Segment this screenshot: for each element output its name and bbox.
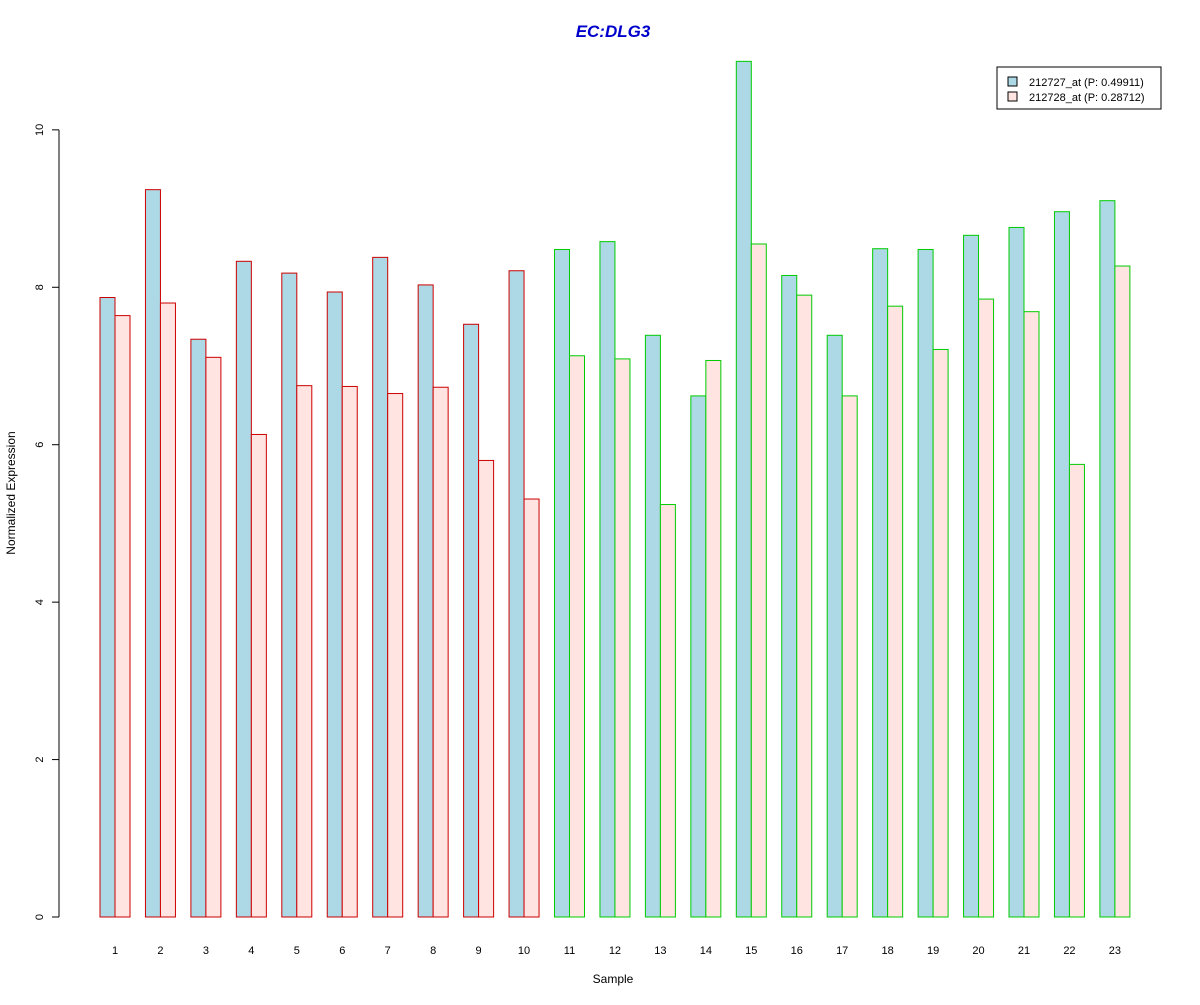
bar-212727-at — [235, 260, 252, 918]
x-tick-label: 2 — [157, 945, 163, 957]
bar-212728-at — [1068, 463, 1085, 918]
x-tick-label: 3 — [203, 945, 209, 957]
x-tick-label: 1 — [112, 945, 118, 957]
bar-212728-at — [205, 356, 222, 918]
bar-212728-at — [841, 395, 858, 918]
bar-212728-at — [296, 385, 313, 918]
bar-212727-at — [372, 256, 389, 918]
bar-212728-at — [341, 385, 358, 918]
x-tick-label: 19 — [927, 945, 939, 957]
x-tick-labels: 1 2 3 4 5 6 7 8 9 10 11 12 13 14 15 16 17 18 19 20 21 22 23 — [112, 945, 1121, 957]
chart-title: EC:DLG3 — [576, 22, 651, 41]
bar-212727-at — [690, 395, 707, 918]
x-tick-label: 14 — [700, 945, 712, 957]
y-tick-label: 10 — [34, 124, 46, 136]
bar-212728-at — [796, 294, 813, 918]
bar-212728-at — [250, 433, 267, 918]
bar-212727-at — [99, 297, 116, 918]
bar-212727-at — [599, 241, 616, 918]
bar-212727-at — [281, 272, 298, 918]
bar-212728-at — [387, 393, 404, 918]
x-axis-title: Sample — [593, 972, 634, 986]
x-tick-label: 4 — [248, 945, 254, 957]
x-tick-label: 11 — [564, 945, 575, 957]
y-tick-label: 0 — [34, 914, 46, 920]
bar-212728-at — [705, 359, 722, 918]
x-tick-label: 17 — [836, 945, 848, 957]
legend-swatch — [1007, 76, 1018, 87]
bar-212728-at — [1114, 265, 1131, 918]
bar-212728-at — [750, 243, 767, 918]
bar-212727-at — [1008, 226, 1025, 918]
y-tick-label: 8 — [34, 284, 46, 290]
bar-212727-at — [735, 60, 752, 918]
bar-212727-at — [417, 284, 434, 918]
legend-label: 212727_at (P: 0.49911) — [1029, 77, 1144, 89]
x-tick-label: 21 — [1018, 945, 1030, 957]
bar-212727-at — [826, 334, 843, 918]
bar-212728-at — [569, 355, 585, 918]
bar-212727-at — [917, 248, 934, 918]
bar-212728-at — [432, 386, 449, 918]
bar-212727-at — [326, 291, 343, 918]
bar-212727-at — [644, 334, 661, 918]
bar-212727-at — [463, 323, 480, 918]
bar-212727-at — [872, 248, 889, 918]
x-tick-label: 16 — [791, 945, 803, 957]
bar-212728-at — [114, 315, 131, 918]
x-tick-label: 6 — [339, 945, 345, 957]
x-tick-label: 23 — [1109, 945, 1121, 957]
bar-212727-at — [144, 189, 161, 918]
x-tick-label: 5 — [294, 945, 300, 957]
bar-212727-at — [963, 234, 980, 918]
x-tick-label: 18 — [882, 945, 894, 957]
x-tick-label: 15 — [745, 945, 757, 957]
bar-212727-at — [1099, 200, 1116, 918]
bar-212727-at — [190, 338, 207, 918]
bar-212727-at — [554, 248, 570, 918]
y-tick-label: 4 — [34, 599, 46, 605]
legend-box — [996, 66, 1162, 110]
x-tick-label: 8 — [430, 945, 436, 957]
x-tick-label: 13 — [654, 945, 666, 957]
legend: 212727_at (P: 0.49911) 212728_at (P: 0.28… — [996, 66, 1162, 110]
x-tick-label: 12 — [609, 945, 621, 957]
bar-212728-at — [523, 498, 540, 918]
bar-212727-at — [781, 274, 798, 918]
y-axis: 0 2 4 6 8 10 — [34, 124, 60, 920]
bar-212727-at — [508, 270, 525, 918]
y-axis-title: Normalized Expression — [4, 431, 18, 554]
bar-212727-at — [1053, 211, 1070, 918]
bar-212728-at — [887, 305, 904, 918]
x-tick-label: 20 — [972, 945, 984, 957]
bar-212728-at — [978, 298, 995, 918]
legend-label: 212728_at (P: 0.28712) — [1029, 92, 1145, 104]
bar-212728-at — [932, 348, 949, 918]
bar-212728-at — [1023, 311, 1040, 918]
y-tick-label: 2 — [34, 757, 46, 763]
bar-212728-at — [159, 302, 176, 918]
bars-group — [99, 60, 1131, 918]
bar-212728-at — [659, 504, 676, 918]
x-tick-label: 9 — [476, 945, 482, 957]
bar-212728-at — [614, 358, 631, 918]
x-tick-label: 10 — [518, 945, 530, 957]
x-tick-label: 22 — [1063, 945, 1075, 957]
legend-swatch — [1007, 91, 1018, 102]
x-tick-label: 7 — [385, 945, 391, 957]
bar-212728-at — [478, 459, 495, 918]
y-tick-label: 6 — [34, 442, 46, 448]
